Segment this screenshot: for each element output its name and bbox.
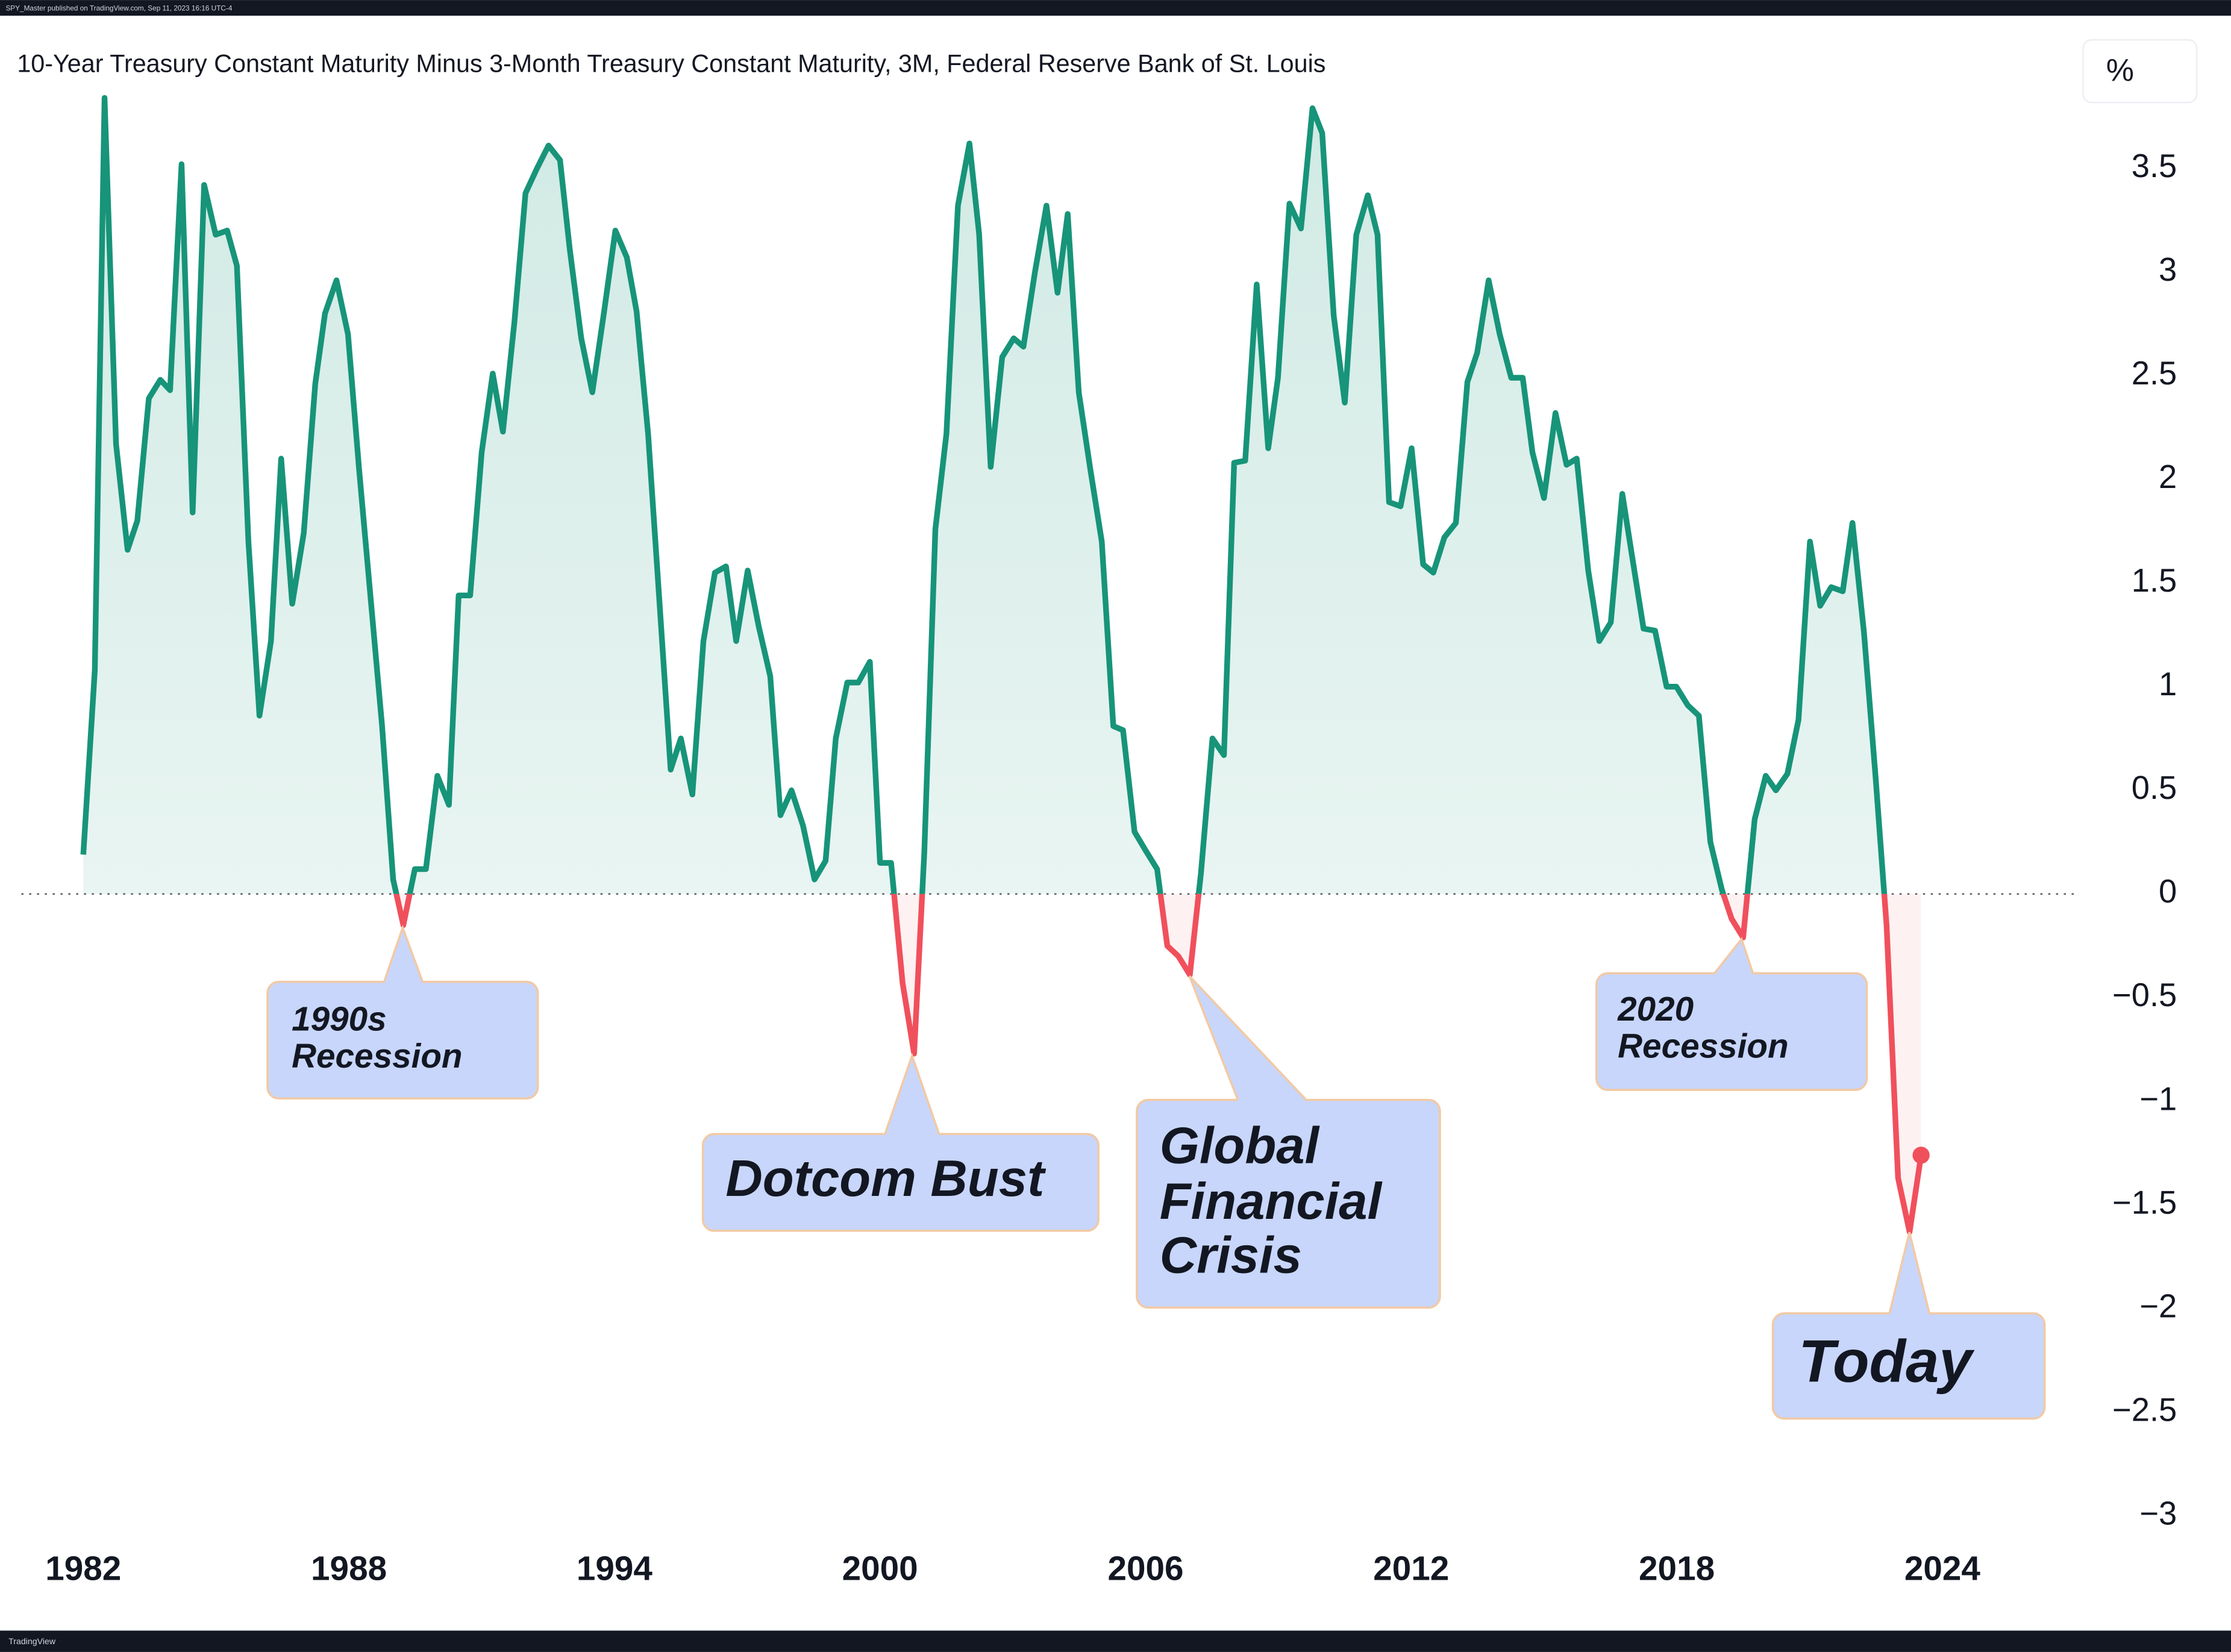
y-tick-label: −0.5 (2112, 977, 2177, 1013)
bottom-bar (0, 1630, 2231, 1652)
callout-pointer-edge (1888, 1231, 1931, 1314)
callout-text: Financial (1160, 1173, 1383, 1230)
callout-text: 2020 (1617, 990, 1694, 1028)
footer: TradingView (8, 1637, 56, 1647)
y-tick-label: −3 (2139, 1495, 2177, 1532)
x-tick-label: 1982 (45, 1550, 121, 1588)
callout-pointer (1889, 1232, 1930, 1315)
x-tick-label: 2024 (1904, 1550, 1981, 1588)
callout-pointer (384, 927, 423, 983)
y-tick-label: 3 (2159, 251, 2177, 288)
y-tick-label: 2 (2159, 458, 2177, 495)
callout-text: Recession (292, 1037, 462, 1075)
area-positive (83, 98, 1885, 894)
chart-title: 10-Year Treasury Constant Maturity Minus… (17, 50, 1325, 78)
last-point (1912, 1147, 1930, 1164)
y-tick-label: −2 (2139, 1287, 2177, 1324)
callout-pointer-edge (884, 1052, 940, 1134)
callout-pointer (1714, 939, 1753, 975)
y-tick-label: −2.5 (2112, 1391, 2177, 1428)
callout-pointer-edge (1713, 937, 1754, 974)
y-tick-label: −1.5 (2112, 1184, 2177, 1221)
callout-pointer-edge (1188, 975, 1307, 1101)
callout-pointer (884, 1056, 939, 1136)
callout-text: Today (1798, 1328, 1975, 1395)
header: SPY_Master published on TradingView.com,… (5, 4, 232, 12)
x-tick-label: 2006 (1107, 1550, 1183, 1588)
callout-text: Global (1160, 1118, 1321, 1175)
x-tick-label: 2012 (1373, 1550, 1449, 1588)
x-tick-label: 2000 (842, 1550, 918, 1588)
unit-label: % (2106, 53, 2134, 88)
x-tick-label: 1988 (311, 1550, 387, 1588)
y-tick-label: 2.5 (2132, 355, 2177, 392)
y-tick-label: −1 (2139, 1080, 2177, 1117)
unit-box (2082, 39, 2198, 104)
y-tick-label: 0 (2159, 873, 2177, 910)
y-tick-label: 1 (2159, 666, 2177, 702)
top-bar (0, 0, 2231, 16)
callout-pointer-edge (383, 924, 424, 983)
x-tick-label: 1994 (577, 1550, 653, 1588)
callout-text: 1990s (292, 1001, 387, 1039)
callout-text: Recession (1618, 1028, 1788, 1066)
callout-text: Dotcom Bust (725, 1150, 1047, 1207)
y-tick-label: 0.5 (2132, 769, 2177, 806)
y-tick-label: 3.5 (2132, 148, 2177, 184)
line-positive (80, 95, 1888, 894)
x-tick-label: 2018 (1639, 1550, 1715, 1588)
y-tick-label: 1.5 (2132, 562, 2177, 599)
callout-text: Crisis (1160, 1227, 1302, 1284)
